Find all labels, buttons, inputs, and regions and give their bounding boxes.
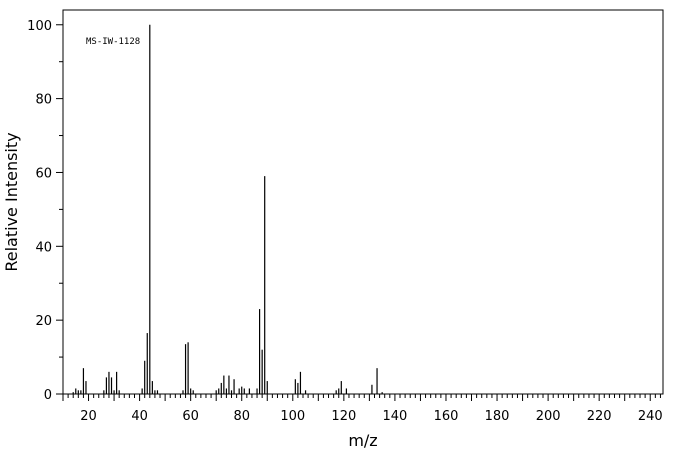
x-minor-ticks [67,394,661,398]
x-tick-label: 120 [331,409,356,424]
x-tick-label: 40 [131,409,148,424]
spectrum-id-annotation: MS-IW-1128 [86,37,140,47]
x-tick-label: 100 [280,409,305,424]
x-tick-label: 140 [383,409,408,424]
x-tick-label: 80 [233,409,250,424]
x-axis-title: m/z [348,431,377,450]
x-tick-label: 20 [80,409,97,424]
y-tick-label: 0 [44,388,52,403]
plot-frame [62,9,664,395]
y-tick-label: 80 [35,93,52,108]
y-tick-label: 60 [35,166,52,181]
y-tick-label: 100 [27,19,52,34]
x-tick-label: 180 [485,409,510,424]
spectrum-peaks [72,24,383,394]
x-tick-label: 240 [638,409,663,424]
x-tick-label: 220 [587,409,612,424]
y-axis-title: Relative Intensity [2,132,21,271]
y-tick-label: 20 [35,314,52,329]
y-tick-label: 40 [35,240,52,255]
x-tick-label: 60 [182,409,199,424]
y-axis-ticks: 0 20 40 60 80 100 [27,19,63,403]
x-axis-ticks: 20 40 60 80 100 120 140 160 180 200 220 240 [62,394,663,424]
x-tick-label: 200 [536,409,561,424]
x-tick-label: 160 [434,409,459,424]
